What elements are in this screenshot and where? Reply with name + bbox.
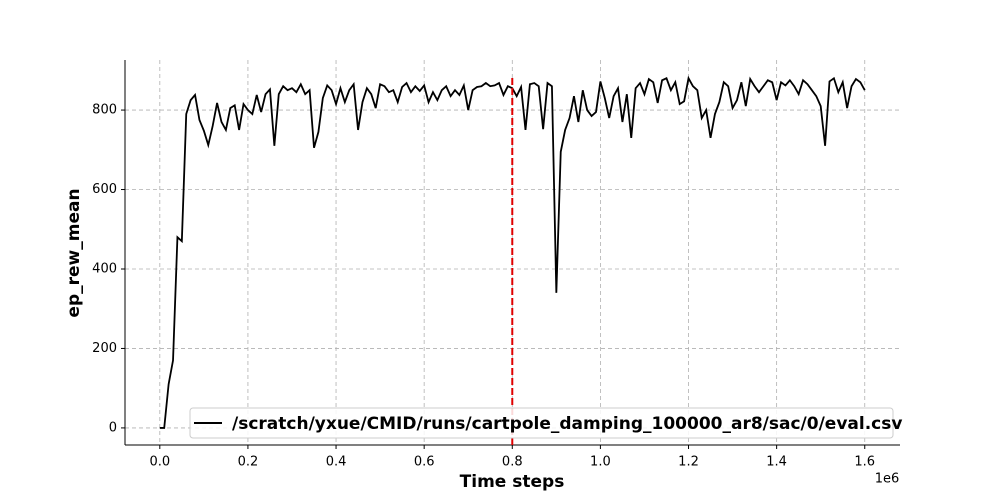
legend-box bbox=[189, 407, 894, 439]
x-offset-label: 1e6 bbox=[875, 472, 900, 487]
x-tick-label: 0.2 bbox=[238, 455, 259, 470]
x-tick-label: 1.2 bbox=[678, 455, 699, 470]
y-tick-label: 800 bbox=[92, 103, 117, 118]
x-tick-label: 0.8 bbox=[502, 455, 523, 470]
x-tick-label: 0.6 bbox=[414, 455, 435, 470]
legend-label: /scratch/yxue/CMID/runs/cartpole_damping… bbox=[232, 414, 902, 434]
x-tick-label: 0.4 bbox=[326, 455, 347, 470]
y-tick-label: 400 bbox=[92, 261, 117, 276]
x-axis-label: Time steps bbox=[460, 472, 565, 492]
y-axis-label: ep_rew_mean bbox=[64, 188, 84, 317]
x-tick-label: 1.0 bbox=[590, 455, 611, 470]
y-tick-label: 600 bbox=[92, 182, 117, 197]
x-tick-label: 0.0 bbox=[149, 455, 170, 470]
x-tick-label: 1.6 bbox=[854, 455, 875, 470]
y-tick-label: 0 bbox=[109, 420, 117, 435]
y-tick-label: 200 bbox=[92, 341, 117, 356]
x-tick-label: 1.4 bbox=[766, 455, 787, 470]
